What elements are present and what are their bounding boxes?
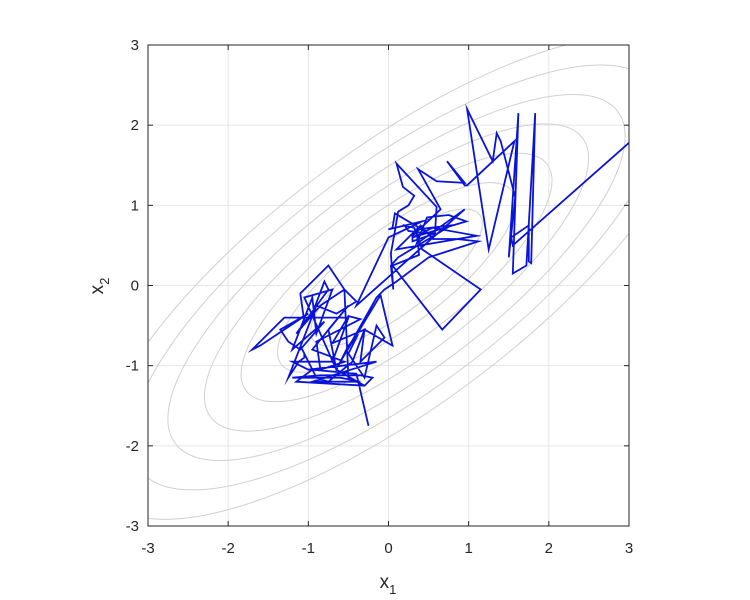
- y-axis-label-base: x: [87, 284, 108, 294]
- x-axis-label: x1: [380, 572, 397, 597]
- contour-ellipses: [148, 45, 629, 520]
- contour-ellipse: [277, 182, 516, 373]
- y-axis-label: x2: [87, 278, 112, 295]
- y-tick-label: -2: [126, 438, 139, 455]
- contour-ellipse: [240, 152, 553, 403]
- x-tick-label: -3: [141, 540, 154, 557]
- axes: [147, 44, 630, 527]
- y-tick-labels: -3 -2 -1 0 1 2 3: [126, 37, 139, 535]
- x-tick-label: -2: [221, 540, 234, 557]
- x-tick-label: -1: [302, 540, 315, 557]
- contour-ellipse: [310, 208, 483, 347]
- y-tick-label: 1: [131, 197, 139, 214]
- x-tick-labels: -3 -2 -1 0 1 2 3: [141, 540, 633, 557]
- x-axis-label-base: x: [380, 572, 390, 593]
- series-layer: [247, 103, 629, 427]
- y-tick-label: -1: [126, 358, 139, 375]
- x-tick-label: 2: [545, 540, 553, 557]
- contour-ellipse: [203, 123, 590, 432]
- y-tick-label: -3: [126, 518, 139, 535]
- y-tick-label: 2: [131, 117, 139, 134]
- x-tick-label: 0: [384, 540, 392, 557]
- x-tick-label: 1: [464, 540, 472, 557]
- contour-ellipse: [148, 45, 629, 520]
- series-line: [247, 103, 629, 427]
- contour-ellipse: [148, 64, 629, 491]
- y-tick-label: 3: [131, 37, 139, 54]
- x-axis-label-sub: 1: [389, 582, 396, 597]
- contour-ellipse: [167, 93, 626, 461]
- y-axis-label-sub: 2: [97, 278, 112, 285]
- y-tick-label: 0: [131, 278, 139, 295]
- x-tick-label: 3: [625, 540, 633, 557]
